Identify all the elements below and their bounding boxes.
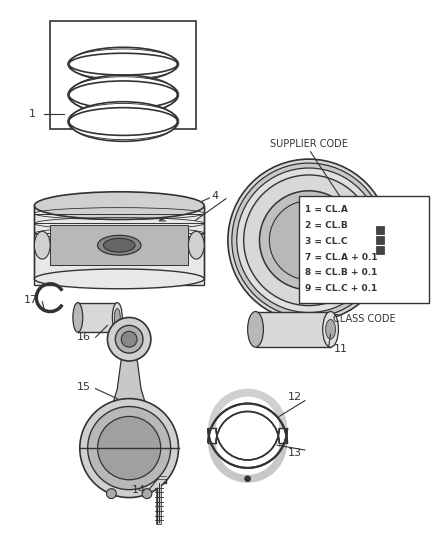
Text: SUPPLIER CODE: SUPPLIER CODE: [270, 139, 348, 149]
Ellipse shape: [121, 332, 137, 347]
Ellipse shape: [114, 309, 120, 326]
Ellipse shape: [188, 231, 204, 259]
Ellipse shape: [115, 325, 143, 353]
Ellipse shape: [69, 78, 177, 111]
Polygon shape: [208, 443, 287, 483]
Text: 16: 16: [77, 332, 91, 342]
Ellipse shape: [232, 163, 386, 318]
Bar: [376, 246, 384, 254]
Bar: [78, 303, 117, 332]
Ellipse shape: [325, 320, 336, 339]
Text: 4: 4: [212, 191, 219, 201]
Ellipse shape: [237, 168, 381, 312]
Bar: [50, 225, 188, 265]
Ellipse shape: [269, 201, 348, 280]
Ellipse shape: [69, 104, 177, 139]
Text: 13: 13: [288, 448, 302, 458]
Ellipse shape: [244, 175, 374, 305]
Text: 14: 14: [132, 484, 146, 495]
Text: 11: 11: [333, 344, 347, 354]
Ellipse shape: [34, 192, 204, 220]
Text: 1 = CL.A: 1 = CL.A: [305, 205, 348, 214]
Ellipse shape: [245, 476, 251, 482]
Text: 8 = CL.B + 0.1: 8 = CL.B + 0.1: [305, 269, 377, 278]
Ellipse shape: [228, 159, 390, 321]
Ellipse shape: [98, 236, 141, 255]
Text: 9 = CL.C + 0.1: 9 = CL.C + 0.1: [305, 284, 377, 293]
Ellipse shape: [247, 311, 263, 347]
Ellipse shape: [142, 489, 152, 498]
Ellipse shape: [73, 303, 83, 332]
Polygon shape: [208, 389, 287, 429]
Bar: [50, 21, 196, 130]
Ellipse shape: [88, 407, 171, 490]
Bar: [34, 206, 204, 285]
Ellipse shape: [80, 399, 179, 498]
Bar: [376, 236, 384, 244]
Polygon shape: [107, 359, 151, 438]
Bar: [152, 473, 166, 483]
Text: 15: 15: [77, 382, 91, 392]
Text: 1: 1: [29, 109, 36, 119]
Text: 2 = CL.B: 2 = CL.B: [305, 221, 348, 230]
Ellipse shape: [259, 191, 358, 290]
Text: 12: 12: [288, 392, 302, 402]
Ellipse shape: [323, 311, 339, 347]
Text: 17: 17: [23, 295, 38, 305]
Text: 7 = CL.A + 0.1: 7 = CL.A + 0.1: [305, 253, 378, 262]
Ellipse shape: [103, 238, 135, 252]
Ellipse shape: [34, 231, 50, 259]
Bar: [376, 227, 384, 235]
Ellipse shape: [106, 489, 117, 498]
Ellipse shape: [98, 416, 161, 480]
Bar: [255, 311, 331, 347]
Bar: [299, 196, 429, 303]
Ellipse shape: [113, 303, 122, 332]
Ellipse shape: [34, 269, 204, 289]
Text: CLASS CODE: CLASS CODE: [333, 314, 396, 325]
Text: 3 = CL.C: 3 = CL.C: [305, 237, 347, 246]
Ellipse shape: [107, 318, 151, 361]
Ellipse shape: [69, 50, 177, 78]
